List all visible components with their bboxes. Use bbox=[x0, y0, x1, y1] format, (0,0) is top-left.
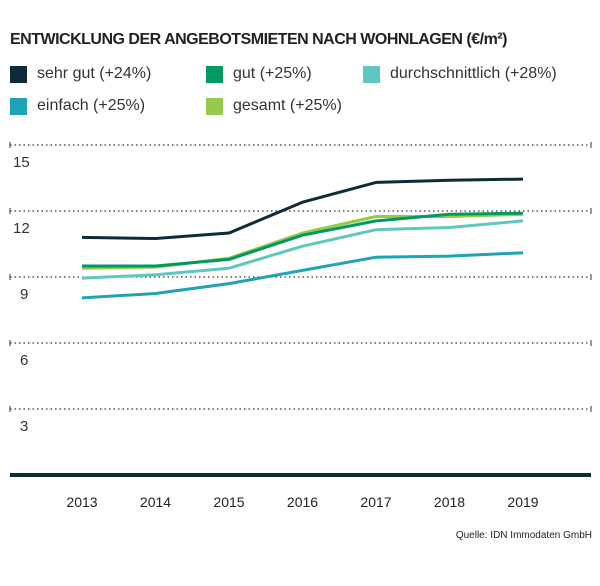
chart-title: ENTWICKLUNG DER ANGEBOTSMIETEN NACH WOHN… bbox=[10, 31, 507, 48]
series-line-2 bbox=[81, 219, 524, 280]
y-tick-label: 6 bbox=[20, 352, 28, 369]
series-line-3 bbox=[81, 251, 524, 300]
x-tick-label: 2015 bbox=[213, 494, 244, 510]
y-tick-label: 15 bbox=[13, 154, 30, 171]
legend-item-durchschnittlich: durchschnittlich (+28%) bbox=[363, 65, 557, 83]
legend-item-einfach: einfach (+25%) bbox=[10, 97, 145, 115]
legend-label: gut (+25%) bbox=[233, 65, 312, 82]
y-tick-label: 9 bbox=[20, 286, 28, 303]
legend-swatch bbox=[10, 97, 27, 115]
x-tick-label: 2013 bbox=[66, 494, 97, 510]
legend-swatch bbox=[363, 65, 380, 83]
series-line-1 bbox=[82, 211, 524, 268]
legend-label: einfach (+25%) bbox=[37, 97, 146, 114]
legend-label: gesamt (+25%) bbox=[233, 97, 342, 114]
series-line-4 bbox=[81, 212, 524, 270]
x-tick-label: 2016 bbox=[287, 494, 318, 510]
x-tick-label: 2014 bbox=[140, 494, 171, 510]
legend-label: durchschnittlich (+28%) bbox=[390, 65, 557, 82]
x-tick-label: 2018 bbox=[434, 494, 465, 510]
source-note: Quelle: IDN Immodaten GmbH bbox=[455, 530, 592, 541]
legend-swatch bbox=[10, 65, 27, 83]
legend-item-gesamt: gesamt (+25%) bbox=[206, 97, 342, 115]
y-tick-label: 3 bbox=[20, 418, 28, 435]
series-line-0 bbox=[81, 177, 524, 240]
legend-label: sehr gut (+24%) bbox=[37, 65, 152, 82]
x-tick-label: 2019 bbox=[507, 494, 538, 510]
legend-item-gut: gut (+25%) bbox=[206, 65, 312, 83]
x-tick-label: 2017 bbox=[360, 494, 391, 510]
legend-item-sehr-gut: sehr gut (+24%) bbox=[10, 65, 151, 83]
y-tick-label: 12 bbox=[13, 220, 30, 237]
legend-swatch bbox=[206, 65, 223, 83]
legend-swatch bbox=[206, 97, 223, 115]
